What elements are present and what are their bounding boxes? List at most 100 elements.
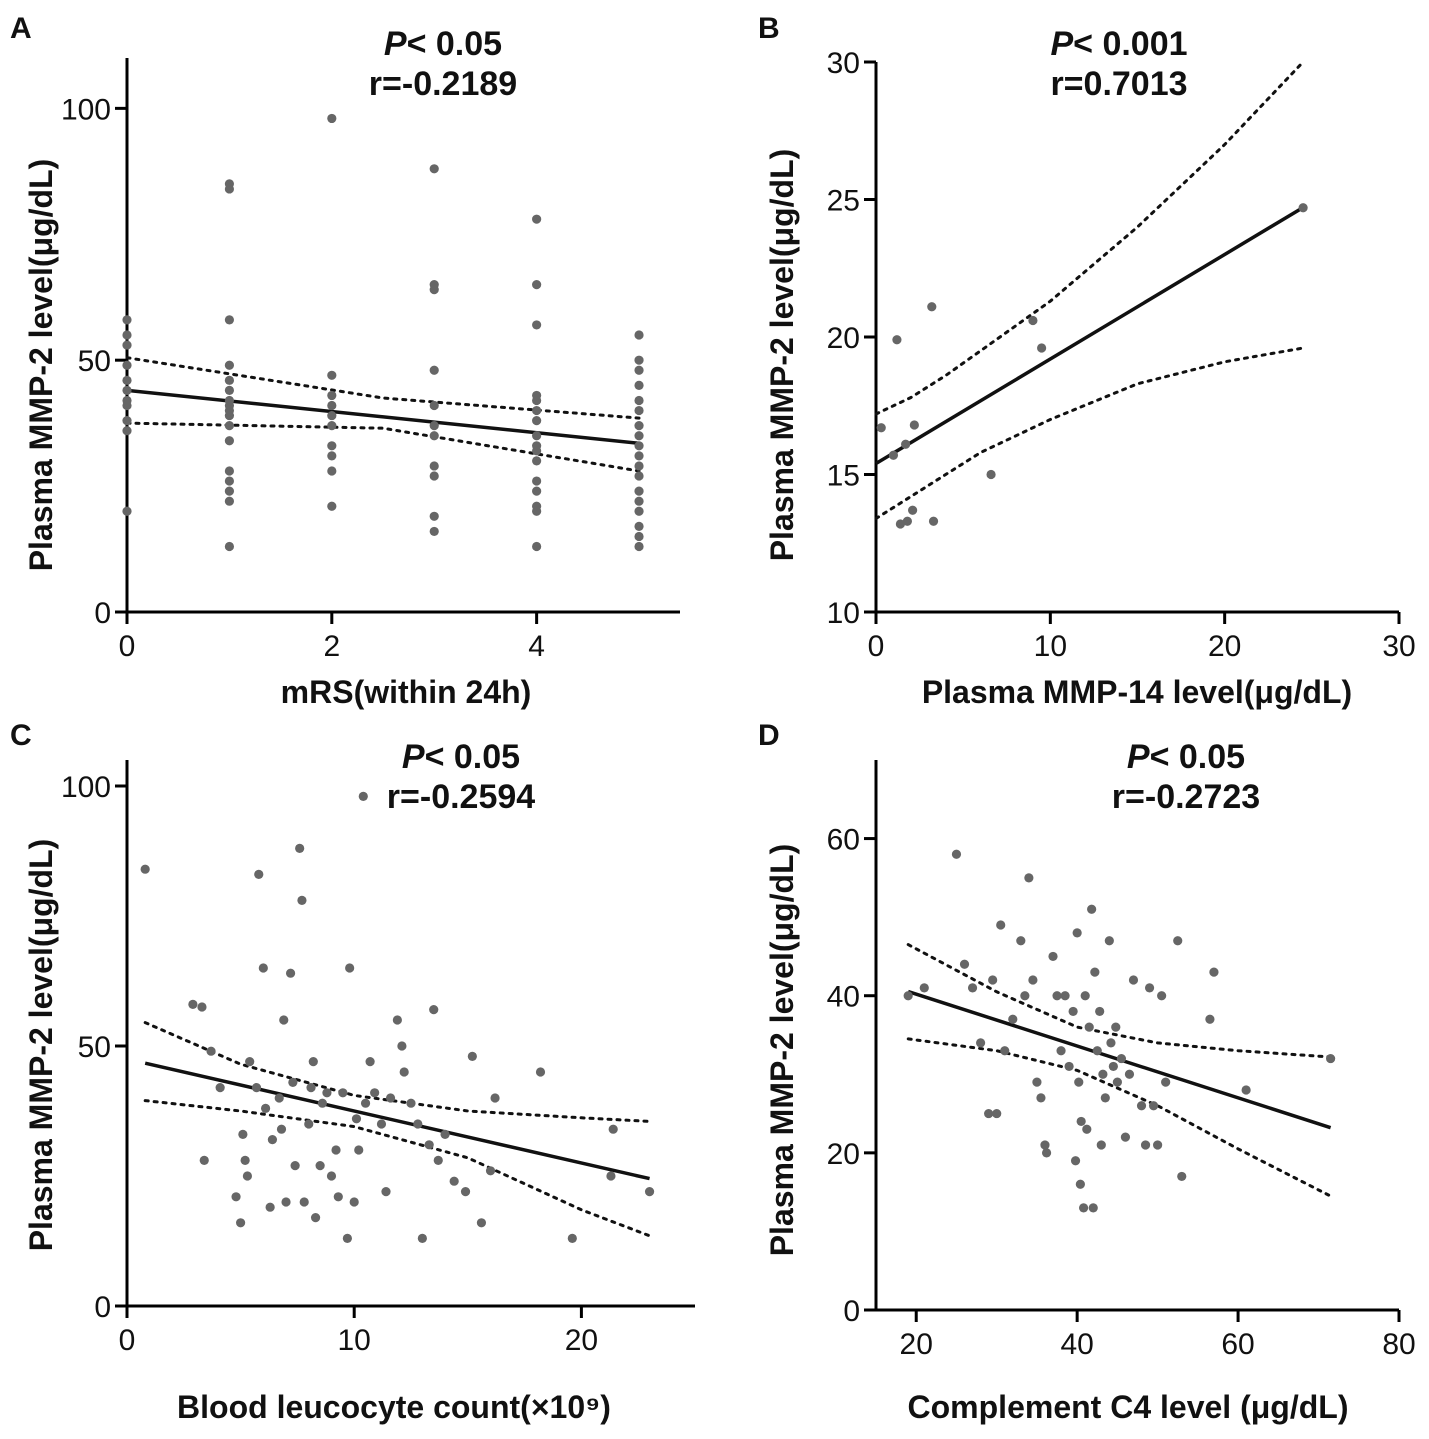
p-symbol: P [1050, 25, 1073, 63]
data-point [1024, 873, 1034, 883]
data-point [976, 1038, 986, 1048]
data-point [122, 385, 132, 395]
data-point [876, 423, 886, 433]
data-point [532, 486, 542, 496]
data-point [634, 451, 644, 461]
data-point [1000, 1046, 1010, 1056]
data-point [606, 1171, 616, 1181]
data-point [1040, 1140, 1050, 1150]
y-tick-label: 60 [827, 824, 860, 857]
data-point [996, 920, 1006, 930]
data-point [315, 1161, 325, 1171]
data-point [304, 1119, 314, 1129]
data-point [424, 1140, 434, 1150]
x-tick-label: 4 [528, 630, 545, 663]
data-point [1032, 1077, 1042, 1087]
data-point [986, 469, 996, 480]
data-point [1140, 1140, 1151, 1150]
data-point [290, 1161, 300, 1171]
data-point [122, 340, 132, 350]
data-point [1090, 967, 1100, 977]
y-tick-label: 30 [827, 47, 860, 80]
data-point [634, 395, 644, 406]
data-point [215, 1083, 225, 1093]
y-tick-label: 15 [827, 460, 860, 493]
data-point [1205, 1014, 1215, 1024]
data-point [634, 461, 644, 471]
data-point [634, 521, 644, 531]
data-point [281, 1197, 291, 1207]
x-tick-label: 30 [1382, 630, 1415, 663]
y-tick-label: 20 [827, 322, 860, 355]
x-tick-label: 10 [1034, 630, 1067, 663]
data-point [224, 476, 235, 486]
data-point [532, 390, 542, 401]
data-point [333, 1192, 343, 1202]
data-point [238, 1129, 248, 1139]
data-point [901, 439, 911, 449]
data-point [1098, 1069, 1108, 1079]
data-point [1088, 1203, 1098, 1213]
p-value-label: P< 0.001 [1050, 25, 1187, 63]
x-axis-title: mRS(within 24h) [281, 674, 532, 710]
x-tick-label: 2 [323, 630, 340, 663]
y-tick-label: 50 [78, 345, 111, 378]
data-point [959, 959, 970, 969]
data-point [224, 496, 235, 506]
data-point [1064, 1061, 1074, 1072]
y-axis-title: Plasma MMP-2 level(μg/dL) [23, 159, 59, 572]
data-point [381, 1187, 391, 1197]
data-point [122, 315, 132, 325]
data-point [909, 420, 919, 430]
data-point [327, 501, 337, 511]
p-value-label: P< 0.05 [1127, 738, 1245, 776]
panel-d: D P< 0.05r=-0.2723 20 40 60 80 0 20 40 60 Compleme… [758, 719, 1416, 1425]
data-point [224, 466, 235, 476]
data-point [634, 441, 644, 451]
ci-lower-line [125, 421, 641, 473]
data-point [1120, 1132, 1131, 1142]
y-axis-title: Plasma MMP-2 level(μg/dL) [23, 839, 59, 1252]
y-tick-label: 50 [78, 1031, 111, 1064]
data-point [1096, 1140, 1106, 1150]
data-point [1136, 1101, 1147, 1111]
data-point [429, 280, 439, 290]
data-point [327, 410, 337, 421]
y-tick-label: 0 [843, 1295, 860, 1328]
x-tick-label: 0 [119, 1324, 136, 1357]
data-point [1080, 991, 1090, 1001]
p-value-label: P< 0.05 [402, 738, 520, 776]
panel-c: C P< 0.05r=-0.2594 0 10 20 0 50 100 Blood leucoc… [10, 719, 695, 1425]
r-value-label: r=-0.2594 [387, 778, 535, 816]
y-axis-title: Plasma MMP-2 level(μg/dL) [764, 844, 800, 1257]
data-point [634, 330, 644, 340]
data-point [417, 1233, 427, 1243]
data-point [1036, 1093, 1046, 1103]
data-point [122, 360, 132, 370]
data-point [276, 1124, 287, 1134]
data-point [224, 375, 235, 385]
data-point [634, 531, 644, 542]
data-point [338, 1088, 348, 1098]
data-point [1144, 983, 1155, 993]
data-point [634, 471, 644, 481]
data-point [236, 1218, 246, 1228]
data-point [634, 496, 644, 506]
data-point [224, 436, 235, 446]
data-point [919, 983, 929, 993]
data-point [354, 1145, 364, 1155]
data-point [310, 1213, 321, 1223]
data-point [429, 526, 439, 537]
data-point [429, 421, 439, 431]
data-point [224, 395, 235, 406]
data-point [1084, 1022, 1094, 1032]
data-point [251, 1083, 262, 1093]
data-point [326, 1171, 337, 1181]
data-point [532, 456, 542, 466]
data-point [245, 1057, 255, 1067]
data-point [327, 421, 337, 431]
x-tick-label: 0 [119, 630, 136, 663]
p-symbol: P [402, 738, 425, 776]
data-point [260, 1103, 271, 1113]
data-point [406, 1098, 416, 1108]
